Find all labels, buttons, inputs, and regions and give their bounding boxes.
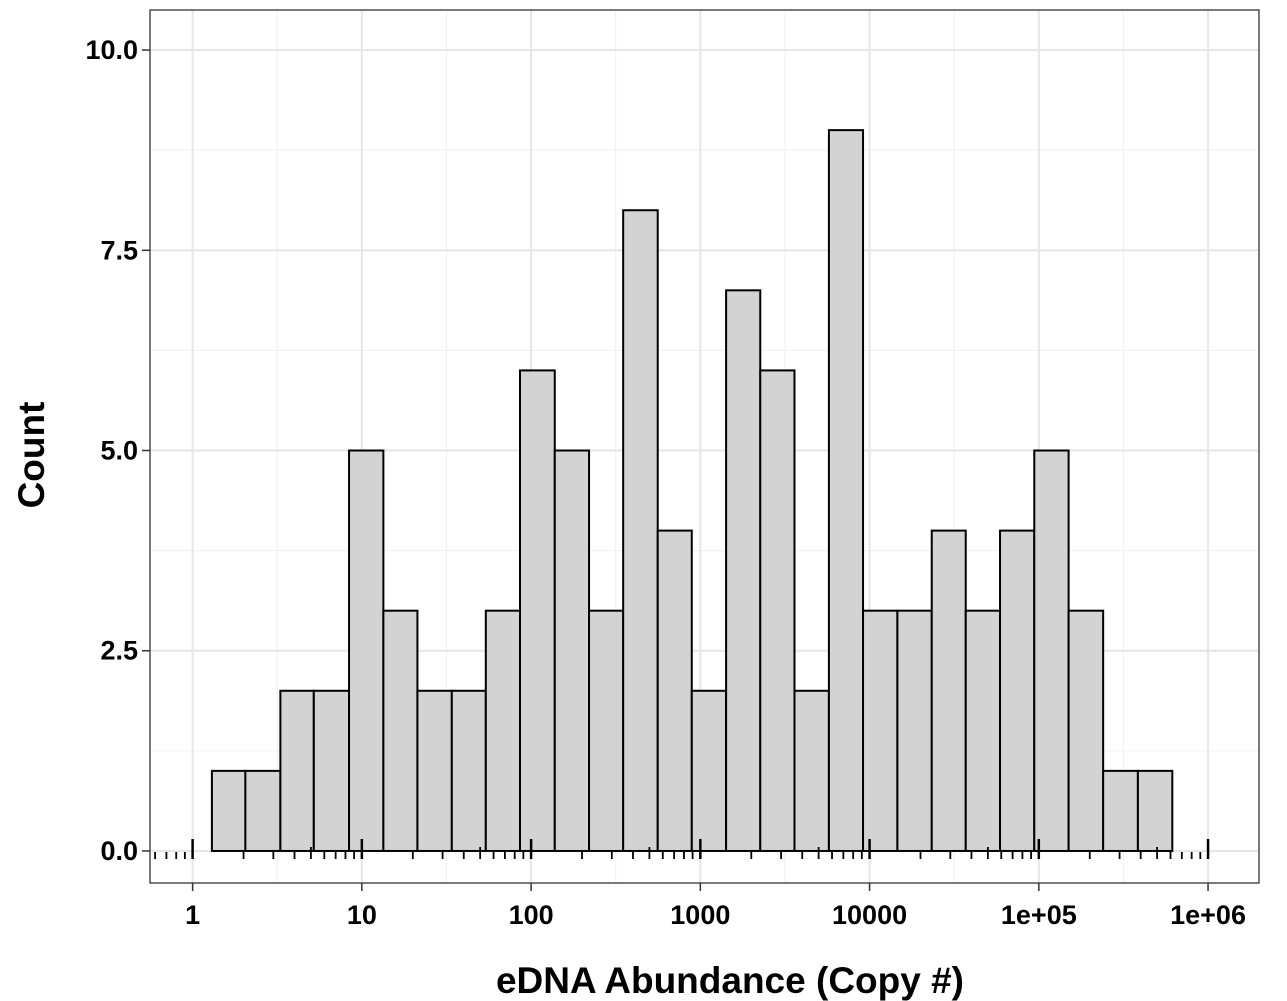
histogram-bar: [656, 529, 693, 852]
histogram-bar: [793, 689, 830, 852]
histogram-bar: [450, 689, 487, 852]
y-tick-label: 2.5: [100, 636, 138, 666]
histogram-bar: [588, 609, 625, 852]
histogram-bar: [896, 609, 933, 852]
bars-layer: [210, 129, 1174, 852]
x-tick-label: 10: [347, 900, 377, 930]
histogram-bar: [964, 609, 1002, 852]
histogram-bar: [759, 369, 796, 852]
histogram-bar: [725, 289, 762, 852]
x-tick-label: 1000: [670, 900, 730, 930]
histogram-bar: [553, 449, 591, 852]
histogram-bar: [519, 369, 556, 852]
histogram-bar: [930, 529, 967, 852]
histogram-bar: [862, 609, 899, 852]
histogram-bar: [1067, 609, 1105, 852]
histogram-bar: [827, 129, 865, 852]
y-tick-label: 5.0: [100, 436, 138, 466]
histogram-bar: [416, 689, 453, 852]
y-axis-title: Count: [11, 402, 52, 509]
histogram-bar: [690, 689, 728, 852]
x-tick-label: 100: [509, 900, 554, 930]
histogram-bar: [244, 769, 282, 852]
histogram-bar: [1033, 449, 1070, 852]
panel-border: [149, 9, 1260, 884]
histogram-bar: [484, 609, 522, 852]
x-tick-label: 1: [185, 900, 200, 930]
histogram-bar: [348, 449, 385, 852]
x-tick-label: 1e+06: [1170, 900, 1246, 930]
x-axis: 1 10 100 1000 10000 1e+05 1e+06: [154, 839, 1246, 930]
x-tick-label: 10000: [832, 900, 907, 930]
y-tick-label: 10.0: [85, 35, 138, 65]
histogram-bar: [210, 769, 247, 852]
histogram-bar: [1136, 769, 1174, 852]
y-axis: 0.0 2.5 5.0 7.5 10.0: [85, 35, 150, 866]
histogram-bar: [382, 609, 419, 852]
histogram-bar: [622, 209, 659, 852]
x-axis-title: eDNA Abundance (Copy #): [496, 960, 964, 1001]
y-tick-label: 7.5: [100, 235, 138, 265]
histogram-bar: [1102, 769, 1139, 852]
histogram-bar: [279, 689, 315, 852]
histogram-bar: [999, 529, 1036, 852]
histogram-bar: [312, 689, 351, 852]
y-tick-label: 0.0: [100, 836, 138, 866]
x-tick-label: 1e+05: [1001, 900, 1077, 930]
